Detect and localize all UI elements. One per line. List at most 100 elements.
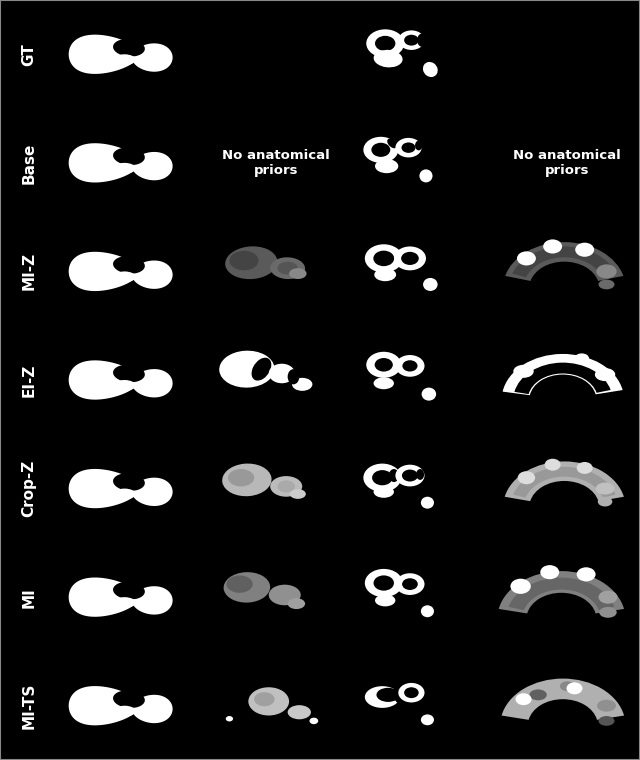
Ellipse shape — [289, 268, 307, 279]
Ellipse shape — [113, 365, 145, 382]
Ellipse shape — [287, 369, 300, 385]
Wedge shape — [502, 354, 623, 395]
Polygon shape — [132, 477, 173, 506]
Circle shape — [365, 244, 403, 273]
Ellipse shape — [290, 489, 306, 499]
Ellipse shape — [375, 159, 398, 173]
Ellipse shape — [421, 497, 434, 508]
Ellipse shape — [113, 147, 145, 165]
Polygon shape — [68, 686, 138, 725]
Ellipse shape — [598, 497, 612, 506]
Circle shape — [364, 464, 401, 492]
Polygon shape — [68, 469, 138, 508]
Ellipse shape — [248, 687, 289, 715]
Circle shape — [404, 35, 419, 46]
Ellipse shape — [225, 246, 277, 279]
Circle shape — [517, 252, 536, 265]
Ellipse shape — [113, 39, 145, 56]
Circle shape — [364, 137, 398, 163]
Circle shape — [374, 575, 394, 591]
Ellipse shape — [374, 377, 394, 389]
Ellipse shape — [114, 54, 136, 65]
Ellipse shape — [416, 469, 424, 480]
Ellipse shape — [292, 378, 312, 391]
Text: MI: MI — [21, 587, 36, 607]
Polygon shape — [68, 360, 138, 400]
Polygon shape — [68, 143, 138, 182]
Ellipse shape — [365, 686, 400, 708]
Polygon shape — [132, 695, 173, 724]
Ellipse shape — [254, 692, 275, 706]
Circle shape — [375, 36, 396, 51]
Ellipse shape — [222, 464, 271, 496]
Circle shape — [518, 471, 535, 484]
Circle shape — [403, 360, 417, 372]
Ellipse shape — [113, 582, 145, 600]
Wedge shape — [502, 679, 624, 720]
Ellipse shape — [227, 575, 253, 593]
Wedge shape — [505, 461, 624, 501]
Circle shape — [373, 251, 394, 266]
Ellipse shape — [394, 686, 406, 704]
Circle shape — [577, 567, 596, 581]
Circle shape — [543, 239, 562, 254]
Ellipse shape — [389, 469, 399, 482]
Ellipse shape — [269, 584, 301, 605]
Polygon shape — [132, 43, 173, 71]
Ellipse shape — [376, 688, 400, 702]
Ellipse shape — [421, 605, 434, 617]
Circle shape — [401, 252, 419, 265]
Circle shape — [371, 143, 390, 157]
Circle shape — [374, 358, 393, 372]
Polygon shape — [68, 578, 138, 617]
Ellipse shape — [374, 50, 403, 68]
Polygon shape — [68, 252, 138, 291]
Wedge shape — [512, 246, 616, 277]
Ellipse shape — [114, 706, 136, 717]
Ellipse shape — [287, 598, 305, 609]
Wedge shape — [508, 578, 614, 610]
Circle shape — [372, 470, 392, 486]
Ellipse shape — [419, 169, 433, 182]
Ellipse shape — [417, 33, 426, 46]
Circle shape — [365, 569, 403, 597]
Ellipse shape — [278, 261, 298, 274]
Ellipse shape — [513, 365, 534, 378]
Ellipse shape — [375, 594, 396, 606]
Circle shape — [566, 682, 582, 695]
Circle shape — [404, 687, 419, 698]
Polygon shape — [132, 369, 173, 397]
Ellipse shape — [575, 353, 589, 363]
Circle shape — [515, 693, 532, 705]
Circle shape — [511, 578, 531, 594]
Ellipse shape — [278, 480, 295, 492]
Ellipse shape — [598, 280, 614, 290]
Ellipse shape — [287, 705, 311, 719]
Circle shape — [398, 30, 424, 50]
Ellipse shape — [529, 689, 547, 700]
Circle shape — [402, 578, 418, 590]
Ellipse shape — [220, 350, 275, 388]
Circle shape — [226, 716, 233, 721]
Circle shape — [366, 30, 404, 58]
Wedge shape — [499, 571, 624, 613]
Circle shape — [396, 138, 422, 157]
Text: MI-TS: MI-TS — [21, 682, 36, 729]
Ellipse shape — [229, 251, 259, 271]
Ellipse shape — [387, 138, 397, 148]
Ellipse shape — [113, 690, 145, 708]
Ellipse shape — [596, 483, 614, 495]
Ellipse shape — [422, 388, 436, 401]
Ellipse shape — [114, 489, 136, 499]
Ellipse shape — [598, 716, 614, 726]
Circle shape — [401, 142, 415, 153]
Wedge shape — [515, 363, 611, 394]
Text: MI-Z: MI-Z — [21, 252, 36, 290]
Ellipse shape — [270, 476, 302, 497]
Ellipse shape — [596, 264, 617, 278]
Circle shape — [394, 246, 426, 271]
Ellipse shape — [415, 141, 422, 150]
Circle shape — [398, 683, 424, 702]
Ellipse shape — [423, 62, 438, 77]
Circle shape — [577, 462, 593, 474]
